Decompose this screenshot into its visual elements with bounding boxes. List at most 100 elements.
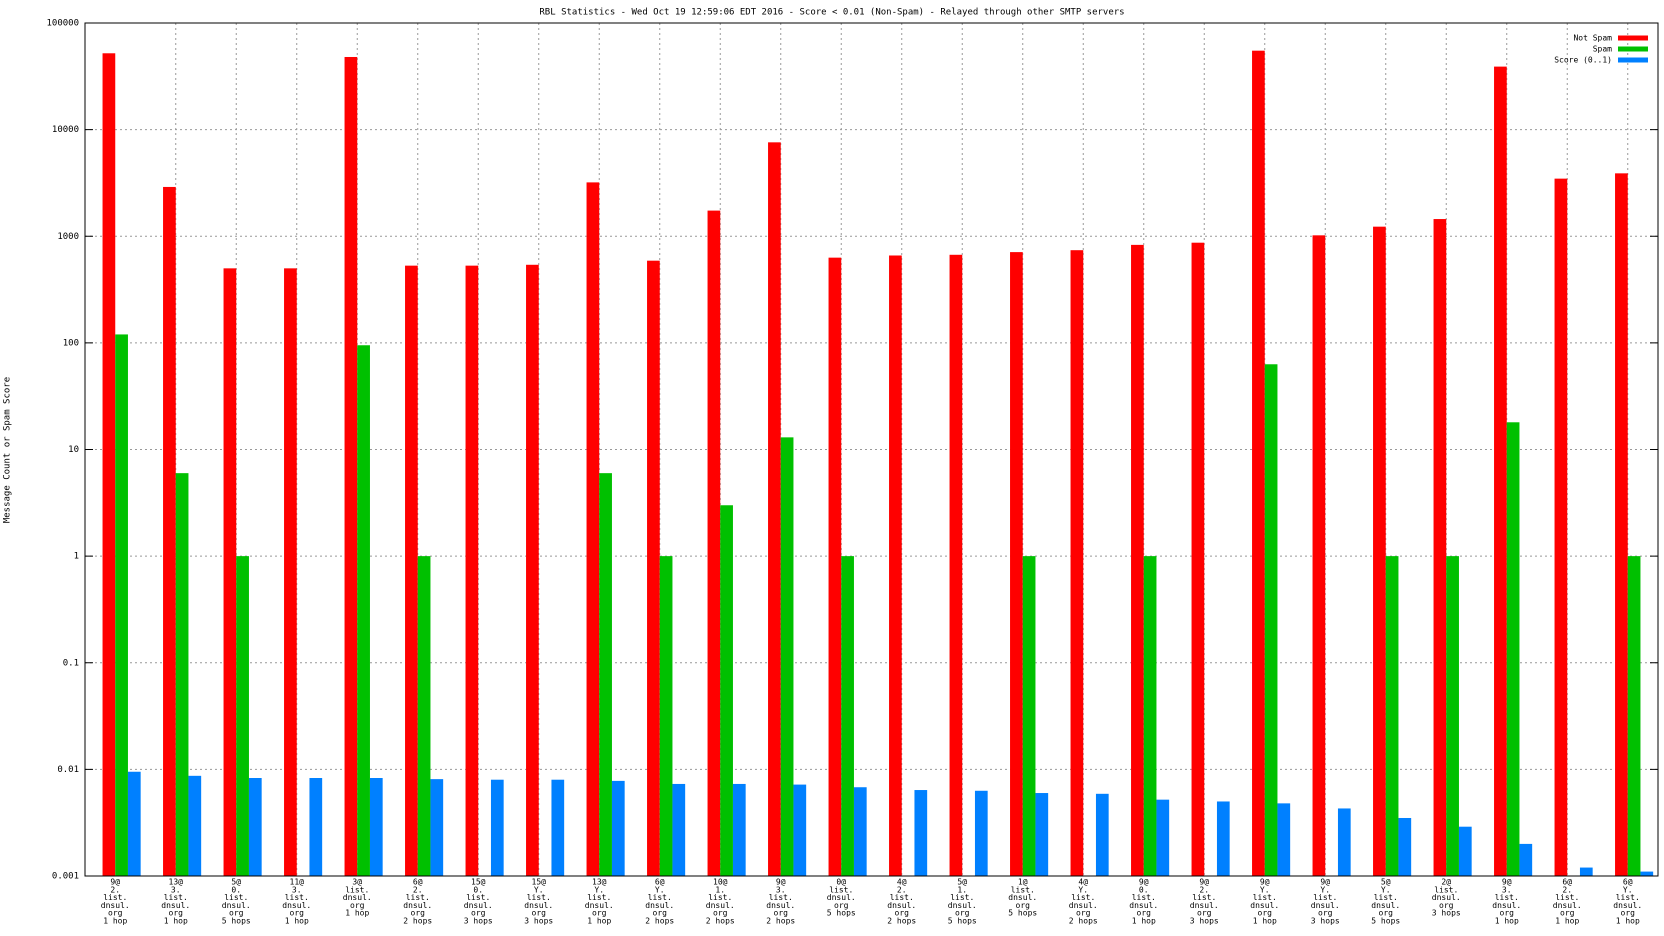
x-tick-label: 5 hops [948, 917, 977, 926]
x-tick-label: dnsul. [343, 893, 372, 902]
x-tick-label: list. [466, 893, 490, 902]
x-tick-label: dnsul. [282, 901, 311, 910]
bar [1264, 364, 1278, 876]
x-tick-label: org [1016, 901, 1031, 910]
bar [659, 556, 673, 876]
x-tick-label: 10@ [713, 878, 728, 887]
x-tick-label: org [1439, 901, 1454, 910]
x-tick-label: dnsul. [766, 901, 795, 910]
bar [1010, 252, 1023, 877]
x-tick-label: org [955, 909, 970, 918]
bar [1494, 66, 1507, 877]
x-tick-label: list. [406, 893, 430, 902]
x-tick-label: 2 hops [706, 917, 735, 926]
x-tick-label: org [290, 909, 305, 918]
x-tick-label: list. [527, 893, 551, 902]
bar [1554, 178, 1568, 876]
x-tick-label: dnsul. [1129, 901, 1158, 910]
x-tick-label: 5@ [231, 878, 241, 887]
y-tick-label: 10000 [52, 125, 79, 135]
x-tick-label: dnsul. [948, 901, 977, 910]
x-tick-label: 0. [231, 885, 241, 894]
x-tick-label: 13@ [592, 878, 607, 887]
x-tick-label: Y. [1320, 885, 1330, 894]
x-tick-label: list. [1616, 893, 1640, 902]
x-tick-label: org [1379, 909, 1394, 918]
bar [1640, 871, 1654, 876]
x-tick-label: 2 hops [1069, 917, 1098, 926]
bar [1615, 173, 1628, 876]
x-tick-label: dnsul. [1069, 901, 1098, 910]
bar [707, 210, 721, 876]
x-tick-label: Y. [1078, 885, 1088, 894]
x-tick-label: 1 hop [1253, 917, 1277, 926]
x-tick-label: list. [587, 893, 611, 902]
x-tick-label: 5 hops [827, 909, 856, 918]
x-tick-label: org [1560, 909, 1575, 918]
x-tick-label: 11@ [290, 878, 305, 887]
bar [127, 771, 141, 876]
x-tick-label: org [774, 909, 789, 918]
x-tick-label: 1 hop [103, 917, 127, 926]
y-tick-label: 10 [68, 445, 79, 455]
bar [223, 268, 237, 877]
bar [949, 254, 963, 876]
x-tick-label: 1 hop [1616, 917, 1640, 926]
bar [974, 790, 988, 876]
legend-swatch [1618, 35, 1648, 41]
y-tick-label: 0.001 [52, 872, 79, 882]
x-tick-label: org [834, 901, 849, 910]
x-tick-label: 2. [897, 885, 907, 894]
bar [490, 779, 504, 876]
x-tick-label: 3. [1502, 885, 1512, 894]
bar [465, 265, 479, 877]
x-tick-label: 15@ [532, 878, 547, 887]
x-tick-label: 2@ [1441, 878, 1451, 887]
x-tick-label: 3. [776, 885, 786, 894]
x-tick-label: org [713, 909, 728, 918]
bar [1519, 843, 1533, 876]
x-tick-label: dnsul. [1492, 901, 1521, 910]
bar [1191, 242, 1205, 877]
bar [720, 505, 733, 876]
bar [1070, 250, 1084, 876]
x-tick-label: 9@ [1320, 878, 1330, 887]
bar [102, 53, 116, 877]
y-axis-label: Message Count or Spam Score [3, 377, 13, 523]
x-tick-label: 15@ [471, 878, 486, 887]
bar [914, 790, 928, 876]
plot-border [84, 22, 1659, 877]
x-tick-label: list. [1313, 893, 1337, 902]
x-tick-label: org [1500, 909, 1515, 918]
x-tick-label: org [350, 901, 365, 910]
x-tick-label: 3 hops [464, 917, 493, 926]
bar [841, 556, 854, 876]
x-tick-label: 2. [413, 885, 423, 894]
bar [1398, 817, 1412, 876]
x-tick-label: list. [345, 885, 369, 894]
x-tick-label: Y. [534, 885, 544, 894]
bar [732, 783, 746, 876]
x-tick-label: org [895, 909, 910, 918]
x-tick-label: 3 hops [524, 917, 553, 926]
x-tick-label: 0@ [836, 878, 846, 887]
x-tick-label: 2. [1562, 885, 1572, 894]
bar [768, 142, 781, 876]
bar [672, 783, 686, 876]
x-tick-label: 2 hops [403, 917, 432, 926]
bar [1458, 826, 1472, 876]
x-tick-label: 9@ [776, 878, 786, 887]
x-tick-label: org [1137, 909, 1152, 918]
x-tick-label: 5 hops [222, 917, 251, 926]
x-tick-label: Y. [1260, 885, 1270, 894]
bar [248, 778, 262, 876]
bar [780, 437, 794, 876]
bar [1446, 556, 1459, 876]
bar [1252, 50, 1265, 876]
bar [853, 787, 867, 876]
bar [357, 345, 370, 876]
bar [175, 473, 189, 876]
x-tick-label: dnsul. [1250, 901, 1279, 910]
x-tick-label: 1. [957, 885, 967, 894]
x-tick-label: dnsul. [1008, 893, 1037, 902]
